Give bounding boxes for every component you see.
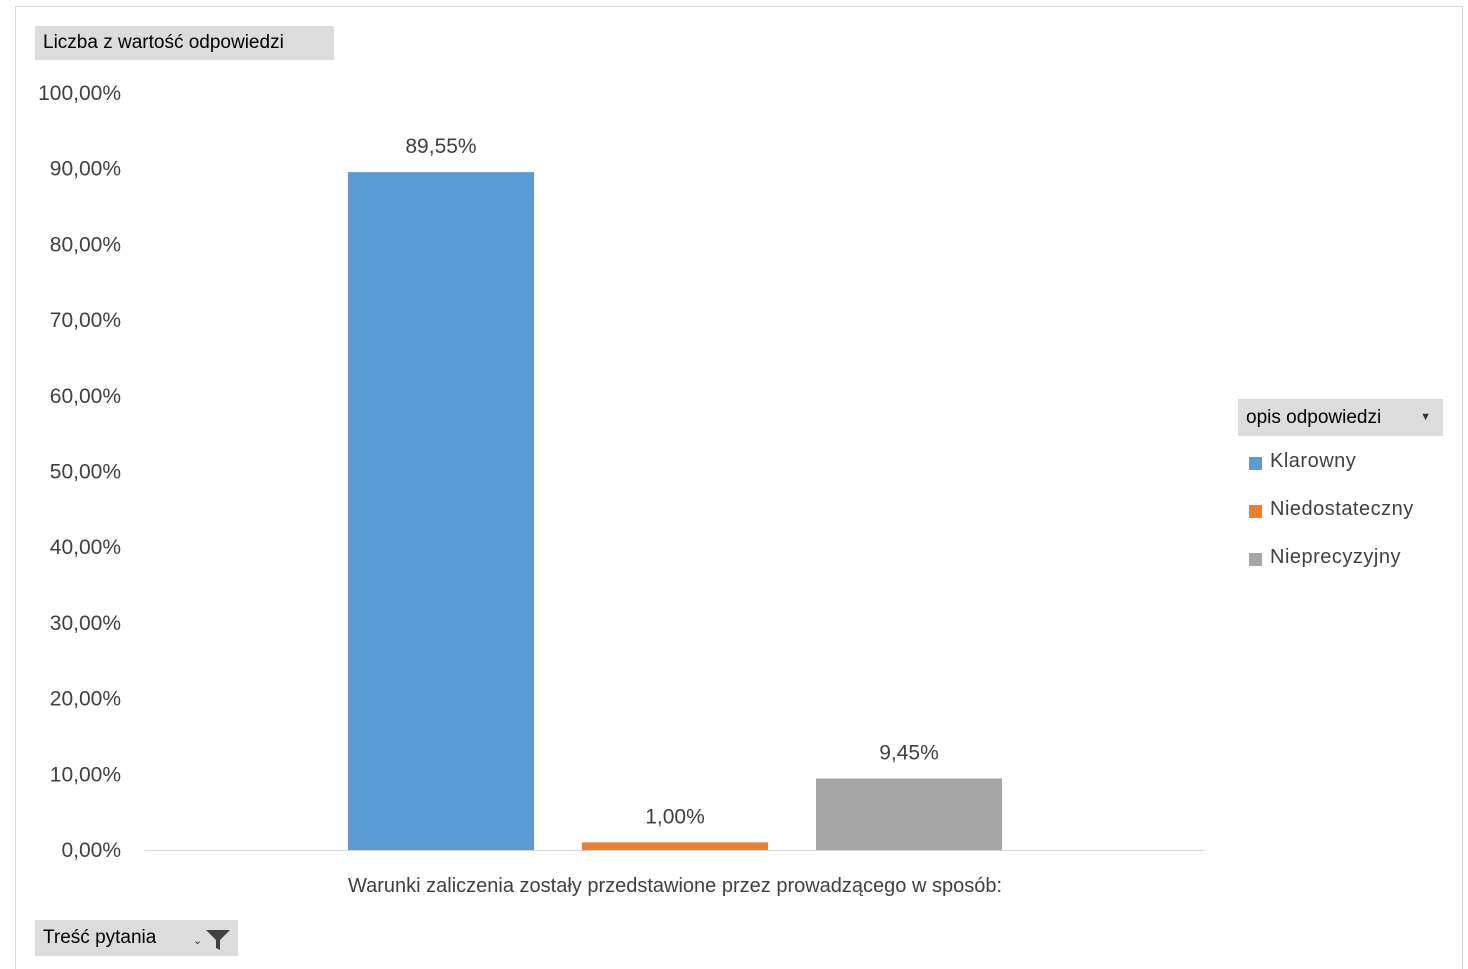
legend-field-label: opis odpowiedzi xyxy=(1246,407,1382,428)
legend-field-button[interactable]: opis odpowiedzi ▼ xyxy=(1238,399,1443,436)
filter-icon[interactable] xyxy=(205,929,231,951)
y-tick-label: 20,00% xyxy=(50,688,121,711)
bar-klarowny[interactable] xyxy=(348,172,534,850)
y-tick-label: 90,00% xyxy=(50,158,121,181)
legend-swatch xyxy=(1249,505,1262,518)
x-category-label: Warunki zaliczenia zostały przedstawione… xyxy=(348,875,1002,897)
legend-swatch xyxy=(1249,553,1262,566)
data-label: 1,00% xyxy=(645,805,705,828)
y-tick-label: 60,00% xyxy=(50,385,121,408)
data-label: 89,55% xyxy=(405,135,476,158)
bar-nieprecyzyjny[interactable] xyxy=(816,778,1002,850)
y-tick-label: 100,00% xyxy=(38,82,121,105)
legend-swatch xyxy=(1249,457,1262,470)
value-field-label: Liczba z wartość odpowiedzi xyxy=(43,32,284,53)
axis-field-button[interactable]: Treść pytania ⌄ xyxy=(35,920,238,956)
y-tick-label: 70,00% xyxy=(50,309,121,332)
legend-label: Klarowny xyxy=(1270,450,1357,472)
y-tick-label: 0,00% xyxy=(61,839,121,862)
y-tick-label: 50,00% xyxy=(50,461,121,484)
value-field-button[interactable]: Liczba z wartość odpowiedzi xyxy=(35,26,334,60)
axis-field-label: Treść pytania xyxy=(43,927,157,948)
legend-label: Nieprecyzyjny xyxy=(1270,546,1401,568)
y-tick-label: 80,00% xyxy=(50,233,121,256)
y-tick-label: 30,00% xyxy=(50,612,121,635)
legend-label: Niedostateczny xyxy=(1270,498,1414,520)
bar-niedostateczny[interactable] xyxy=(582,842,768,850)
dropdown-arrow-icon[interactable]: ▼ xyxy=(1420,411,1431,423)
data-label: 9,45% xyxy=(879,741,939,764)
chart-area xyxy=(15,6,1463,969)
y-tick-label: 10,00% xyxy=(50,763,121,786)
dropdown-arrow-icon[interactable]: ⌄ xyxy=(193,935,203,947)
y-tick-label: 40,00% xyxy=(50,536,121,559)
